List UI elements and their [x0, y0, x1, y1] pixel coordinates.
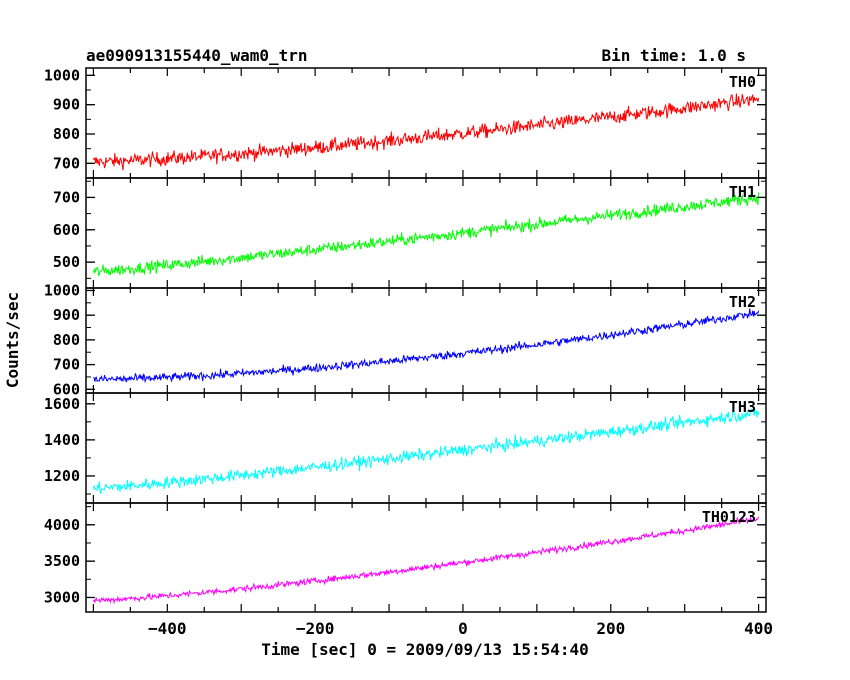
series-line-th0: [92, 93, 760, 171]
y-tick-label: 1000: [44, 281, 80, 299]
series-label-th3: TH3: [729, 398, 756, 416]
y-tick-label: 3000: [44, 588, 80, 606]
y-tick-label: 900: [53, 96, 80, 114]
x-tick-label: −400: [148, 619, 187, 638]
y-tick-label: 4000: [44, 516, 80, 534]
y-tick-label: 600: [53, 221, 80, 239]
y-tick-label: 1000: [44, 66, 80, 84]
y-tick-label: 1200: [44, 467, 80, 485]
series-line-th3: [92, 407, 760, 495]
x-tick-label: 400: [744, 619, 773, 638]
y-tick-label: 700: [53, 154, 80, 172]
x-tick-label: 200: [596, 619, 625, 638]
y-tick-label: 3500: [44, 552, 80, 570]
series-label-th0: TH0: [729, 73, 756, 91]
y-tick-label: 1400: [44, 431, 80, 449]
y-tick-label: 700: [53, 356, 80, 374]
y-tick-label: 800: [53, 331, 80, 349]
y-tick-label: 800: [53, 125, 80, 143]
bin-time-label: Bin time: 1.0 s: [602, 46, 747, 65]
y-tick-label: 700: [53, 188, 80, 206]
panel-frame-th1: [85, 177, 767, 289]
x-tick-label: −200: [296, 619, 335, 638]
x-axis-label: Time [sec] 0 = 2009/09/13 15:54:40: [261, 640, 589, 659]
series-line-th1: [92, 192, 760, 277]
observation-title: ae090913155440_wam0_trn: [86, 46, 308, 65]
panel-frame-th3: [85, 392, 767, 504]
series-line-th2: [93, 308, 760, 384]
y-tick-label: 900: [53, 306, 80, 324]
y-tick-label: 1600: [44, 395, 80, 413]
y-tick-label: 600: [53, 380, 80, 398]
y-tick-label: 500: [53, 253, 80, 271]
y-axis-label: Counts/sec: [3, 292, 22, 388]
series-line-th0123: [92, 515, 760, 605]
x-tick-label: 0: [458, 619, 468, 638]
panels-group: 700 800 900 1000 TH0 500 600 700 TH1 600 700 800 900…: [44, 66, 773, 638]
series-label-th0123: TH0123: [702, 508, 756, 526]
panel-frame-th0: [85, 67, 767, 179]
series-label-th2: TH2: [729, 293, 756, 311]
series-label-th1: TH1: [729, 183, 756, 201]
